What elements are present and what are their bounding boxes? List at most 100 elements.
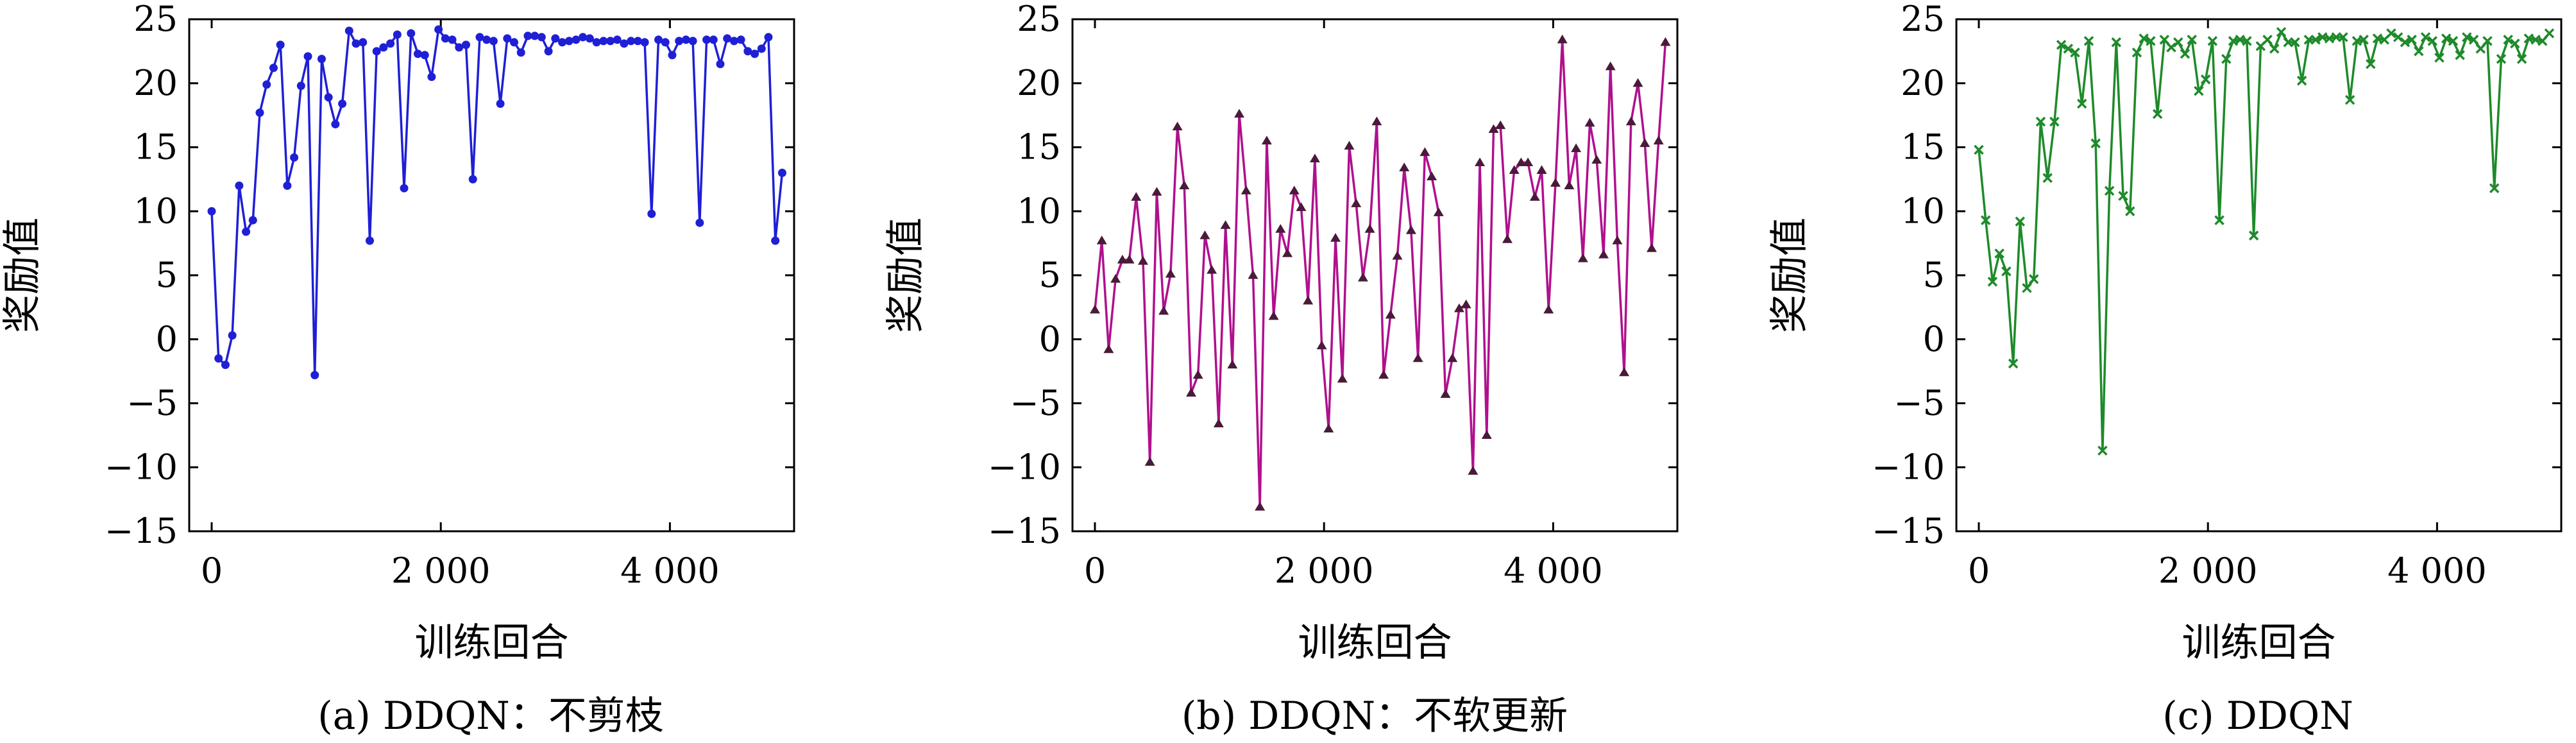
data-point (276, 40, 285, 49)
data-point (1220, 220, 1231, 229)
data-point (716, 60, 725, 69)
data-point (2290, 37, 2300, 47)
x-axis-label: 训练回合 (1298, 620, 1452, 665)
data-point (1158, 305, 1169, 315)
data-point (1255, 502, 1266, 511)
data-point (1296, 202, 1307, 211)
data-point (1453, 303, 1464, 312)
data-point (1364, 224, 1375, 233)
data-point (2187, 35, 2197, 45)
data-point (668, 51, 677, 60)
plot-frame (1071, 18, 1679, 533)
data-point (1523, 157, 1534, 167)
data-point (1481, 430, 1492, 439)
data-point (207, 207, 216, 216)
data-point (303, 52, 312, 61)
data-point (1447, 353, 1458, 363)
data-point (1316, 340, 1327, 350)
data-point (1529, 192, 1540, 201)
y-tick-label: −15 (1872, 511, 1945, 551)
data-point (2544, 28, 2555, 38)
data-point (1612, 235, 1623, 244)
data-point (2400, 37, 2411, 47)
data-point (468, 175, 477, 184)
data-point (482, 35, 491, 44)
data-point (393, 30, 402, 39)
data-point (475, 33, 484, 42)
data-point (2146, 36, 2156, 46)
x-tick-label: 2 000 (2158, 551, 2258, 591)
x-tick-label: 4 000 (2387, 551, 2487, 591)
data-point (1337, 373, 1348, 383)
data-point (1192, 370, 1203, 379)
data-point (1151, 187, 1162, 196)
data-point (2468, 35, 2479, 45)
data-point (1172, 121, 1183, 131)
data-point (1571, 143, 1582, 153)
data-point (2427, 36, 2437, 46)
data-point (757, 44, 766, 53)
data-point (2455, 50, 2465, 60)
data-point (2462, 32, 2472, 42)
data-point (2049, 116, 2060, 127)
data-point (2207, 36, 2218, 46)
data-point (2028, 274, 2039, 284)
chart-panel-2: −15 −10 −5 0 5 10 15 20 25 0 2 000 4 000 训练回合 奖励值 (b) … (883, 0, 1679, 739)
data-point (544, 47, 553, 56)
data-point (2083, 36, 2094, 46)
y-tick-label: 15 (1017, 127, 1061, 167)
data-point (1131, 192, 1142, 201)
data-point (1433, 207, 1444, 216)
series-line (210, 28, 784, 377)
data-point (290, 153, 299, 162)
data-point (1974, 144, 1984, 155)
data-point (1241, 185, 1251, 194)
data-point (420, 51, 429, 60)
data-point (2248, 230, 2259, 241)
data-point (1564, 180, 1575, 189)
data-point (1207, 265, 1217, 274)
data-point (296, 81, 305, 90)
data-point (2496, 54, 2507, 64)
data-point (221, 361, 230, 370)
data-point (2104, 185, 2115, 196)
data-point (2056, 40, 2067, 50)
data-point (1461, 299, 1471, 309)
data-point (2166, 42, 2176, 53)
data-point (1199, 230, 1210, 239)
y-tick-label: 10 (133, 191, 178, 231)
data-point (1179, 180, 1190, 189)
data-point (702, 35, 711, 44)
data-point (1227, 359, 1238, 369)
data-point (2139, 33, 2149, 44)
data-point (379, 43, 388, 52)
data-point (1378, 370, 1389, 379)
data-point (352, 39, 360, 48)
data-point (1399, 162, 1410, 172)
y-tick-label: −5 (1894, 383, 1945, 423)
data-point (2475, 44, 2486, 54)
data-point (1392, 251, 1403, 260)
data-point (743, 47, 752, 56)
data-point (235, 181, 244, 190)
data-point (1619, 367, 1630, 377)
data-point (1117, 255, 1128, 264)
y-tick-label: −5 (126, 383, 178, 423)
data-point (2537, 36, 2548, 46)
data-point (228, 331, 237, 340)
data-point (448, 35, 457, 44)
x-tick-label: 0 (1968, 551, 1990, 591)
data-point (2063, 44, 2074, 54)
y-tick-label: −15 (988, 511, 1061, 551)
data-point (1268, 311, 1279, 320)
data-point (441, 34, 450, 43)
data-point (1303, 295, 1314, 305)
x-axis-label: 训练回合 (415, 620, 569, 665)
data-point (2310, 35, 2321, 45)
data-point (777, 168, 786, 177)
data-point (1605, 61, 1616, 71)
data-point (723, 34, 732, 43)
data-point (1468, 466, 1479, 475)
data-point (2090, 138, 2101, 149)
